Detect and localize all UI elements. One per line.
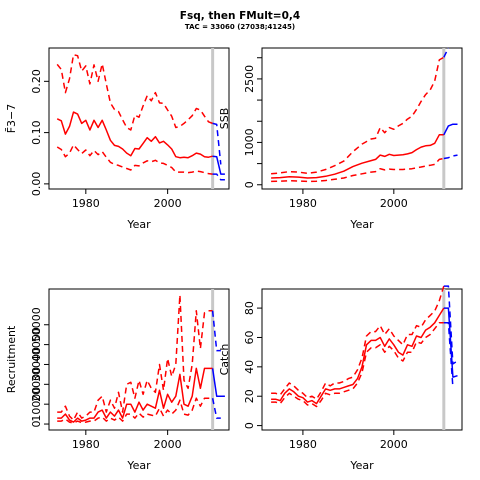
y-tick-label: 1000 bbox=[243, 128, 256, 156]
y-tick-label: 20000 bbox=[30, 367, 43, 402]
series-proj-lower bbox=[443, 322, 454, 388]
series-median bbox=[56, 111, 213, 159]
y-tick-label: 0 bbox=[243, 422, 256, 429]
chart-title: Fsq, then FMult=0,4 bbox=[179, 10, 301, 22]
plot-frame bbox=[48, 288, 230, 431]
y-tick-label: 0 bbox=[243, 181, 256, 188]
y-axis-label: F̄3−7 bbox=[5, 104, 18, 134]
x-axis-label: Year bbox=[349, 218, 374, 231]
series-lower bbox=[271, 157, 444, 183]
y-tick-label: 60 bbox=[243, 330, 256, 344]
y-tick-label: 10000 bbox=[30, 387, 43, 422]
y-tick-label: 0.00 bbox=[30, 172, 43, 197]
series-proj-median bbox=[443, 123, 458, 136]
y-tick-label: 50000 bbox=[30, 307, 43, 342]
series-lower bbox=[56, 144, 213, 175]
x-tick-label: 1980 bbox=[289, 438, 317, 451]
series-median bbox=[57, 367, 213, 423]
chart-subtitle: TAC = 33060 (27038;41245) bbox=[184, 23, 296, 31]
series-proj-upper bbox=[443, 47, 450, 58]
y-axis-label: Catch bbox=[218, 344, 231, 376]
x-axis-label: Year bbox=[349, 459, 374, 472]
x-axis-label: Year bbox=[126, 218, 151, 231]
plot-frame bbox=[48, 47, 230, 190]
y-tick-label: 2500 bbox=[243, 65, 256, 93]
plot-frame bbox=[261, 47, 463, 190]
panel-catch: 1980 2000 Year 0 20 40 60 80 Catch bbox=[218, 285, 463, 472]
series-upper bbox=[271, 285, 445, 400]
x-tick-label: 1980 bbox=[72, 438, 100, 451]
series-proj-median bbox=[443, 307, 458, 378]
series-upper bbox=[271, 56, 445, 175]
x-tick-label: 1980 bbox=[289, 197, 317, 210]
series-proj-lower bbox=[211, 398, 221, 419]
series-lower bbox=[57, 397, 213, 424]
series-proj-upper bbox=[212, 122, 222, 165]
y-axis-label: SSB bbox=[218, 108, 231, 130]
series-proj-median bbox=[211, 368, 225, 397]
x-axis-label: Year bbox=[126, 459, 151, 472]
x-tick-label: 1980 bbox=[72, 197, 100, 210]
panel-ssb: 1980 2000 Year 0 1000 2500 SSB bbox=[218, 47, 463, 231]
x-tick-label: 2000 bbox=[154, 197, 182, 210]
x-tick-label: 2000 bbox=[380, 197, 408, 210]
series-proj-lower bbox=[443, 154, 458, 160]
series-upper bbox=[56, 53, 213, 131]
series-median bbox=[271, 134, 444, 179]
series-proj-lower bbox=[212, 173, 225, 181]
series-proj-upper bbox=[443, 285, 458, 365]
plot-frame bbox=[261, 288, 463, 431]
x-tick-label: 2000 bbox=[154, 438, 182, 451]
y-tick-label: 80 bbox=[243, 301, 256, 315]
x-tick-label: 2000 bbox=[380, 438, 408, 451]
y-tick-label: 0 bbox=[30, 421, 43, 428]
y-tick-label: 20 bbox=[243, 389, 256, 403]
y-tick-label: 40000 bbox=[30, 327, 43, 362]
series-upper bbox=[57, 294, 213, 421]
series-lower bbox=[271, 322, 444, 408]
y-tick-label: 0.10 bbox=[30, 120, 43, 145]
y-axis-label: Recruitment bbox=[5, 325, 18, 393]
y-tick-label: 30000 bbox=[30, 347, 43, 382]
series-proj-median bbox=[212, 155, 225, 175]
y-tick-label: 0.20 bbox=[30, 69, 43, 94]
series-proj-upper bbox=[211, 310, 221, 352]
y-tick-label: 40 bbox=[243, 360, 256, 374]
series-median bbox=[271, 307, 445, 405]
